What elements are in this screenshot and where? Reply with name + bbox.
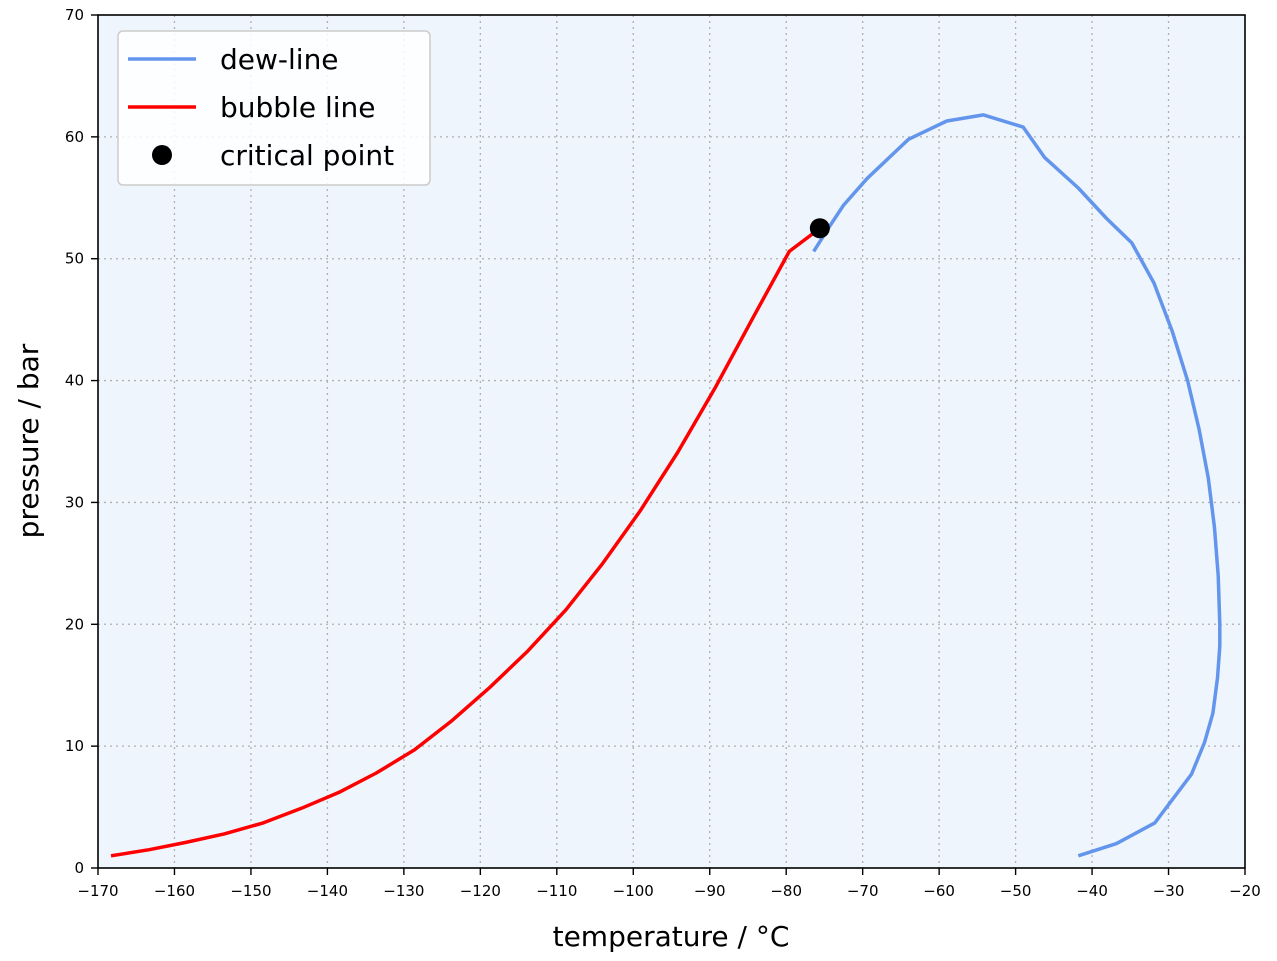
- x-tick-label: −160: [154, 882, 195, 900]
- x-tick-label: −20: [1229, 882, 1261, 900]
- legend: dew-line bubble line critical point: [117, 30, 431, 186]
- legend-label: bubble line: [220, 91, 376, 124]
- x-tick-label: −130: [383, 882, 424, 900]
- x-tick-label: −120: [460, 882, 501, 900]
- x-tick-label: −110: [536, 882, 577, 900]
- x-tick-label: −30: [1153, 882, 1185, 900]
- y-tick-label: 40: [65, 372, 84, 390]
- y-tick-label: 10: [65, 737, 84, 755]
- x-axis-ticks: −170 −160 −150 −140 −130 −120 −110 −100 −90 −80 −7…: [77, 868, 1261, 900]
- x-tick-label: −170: [77, 882, 118, 900]
- grid: [98, 15, 1245, 868]
- legend-label: dew-line: [220, 43, 339, 76]
- x-axis-label: temperature / °C: [553, 920, 790, 953]
- x-tick-label: −100: [613, 882, 654, 900]
- y-tick-label: 20: [65, 615, 84, 633]
- y-axis-ticks: 0 10 20 30 40 50 60 70: [65, 6, 98, 877]
- x-tick-label: −70: [847, 882, 879, 900]
- x-tick-label: −80: [770, 882, 802, 900]
- dew-line-series: [812, 113, 1222, 858]
- legend-marker: [152, 145, 172, 165]
- x-tick-label: −90: [694, 882, 726, 900]
- x-tick-label: −50: [1000, 882, 1032, 900]
- series-layer: [110, 113, 1222, 858]
- critical-point-marker: [809, 218, 830, 239]
- bubble-line-series: [110, 228, 820, 858]
- y-tick-label: 60: [65, 128, 84, 146]
- y-tick-label: 70: [65, 6, 84, 24]
- y-tick-label: 0: [74, 859, 84, 877]
- x-tick-label: −150: [230, 882, 271, 900]
- y-axis-label: pressure / bar: [12, 343, 45, 538]
- x-tick-label: −40: [1076, 882, 1108, 900]
- plot-frame: [97, 14, 1246, 869]
- x-tick-label: −140: [307, 882, 348, 900]
- y-tick-label: 30: [65, 493, 84, 511]
- x-tick-label: −60: [923, 882, 955, 900]
- legend-box: [117, 30, 431, 186]
- y-tick-label: 50: [65, 250, 84, 268]
- legend-label: critical point: [220, 139, 394, 172]
